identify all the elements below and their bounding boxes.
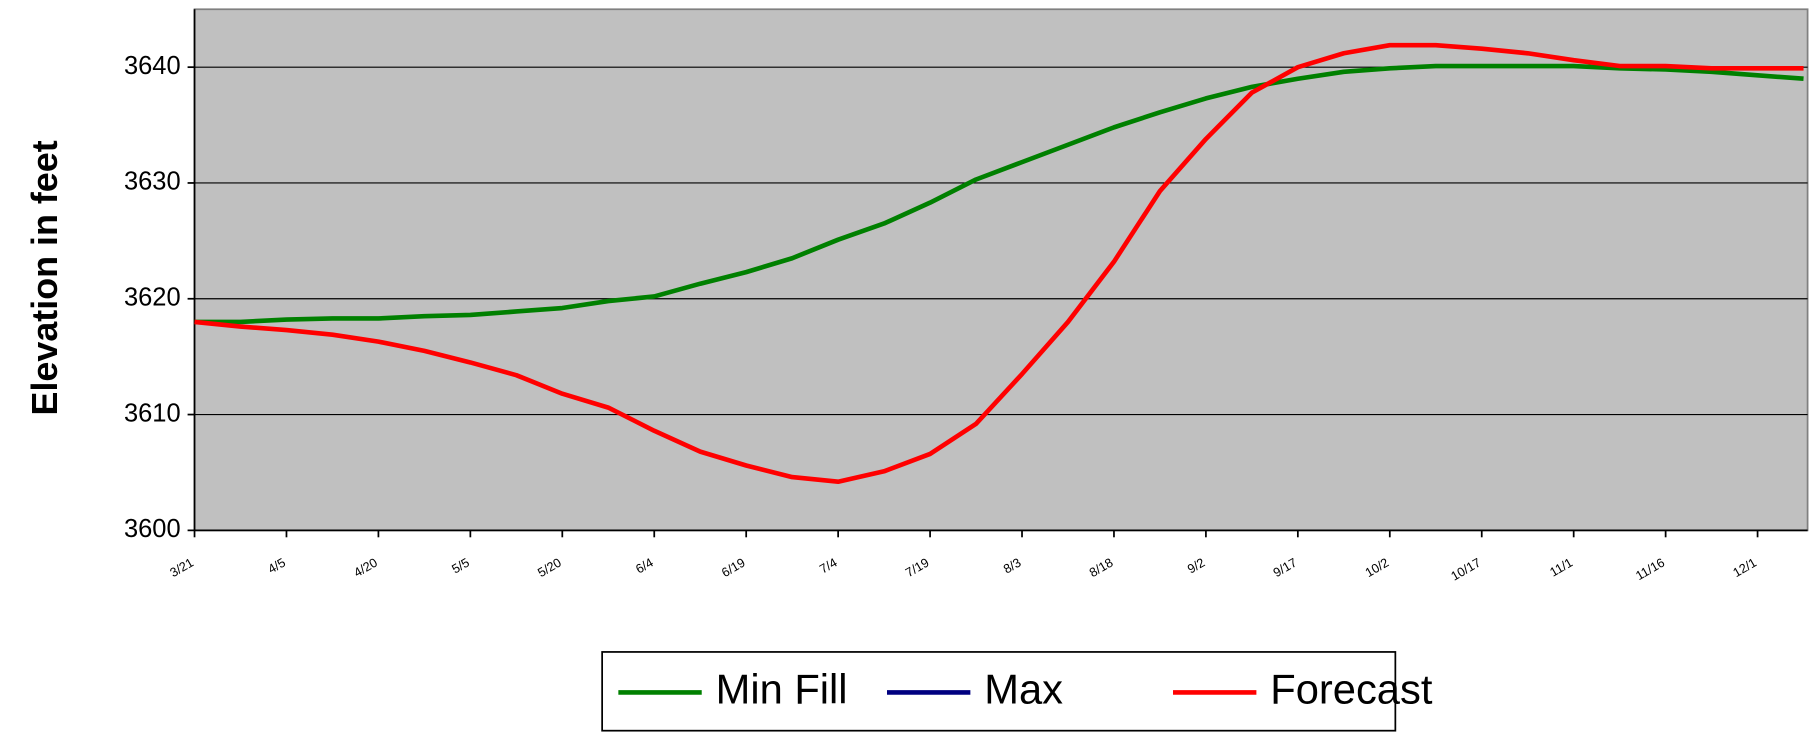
- x-tick-label: 8/18: [1087, 555, 1116, 580]
- x-tick-label: 4/20: [351, 555, 380, 580]
- x-tick-label: 12/1: [1730, 555, 1759, 580]
- x-tick-label: 8/3: [1001, 555, 1024, 577]
- x-tick-label: 10/17: [1448, 555, 1483, 584]
- x-tick-label: 6/19: [719, 555, 748, 580]
- x-tick-label: 10/2: [1362, 555, 1391, 580]
- y-tick-label: 3610: [124, 399, 181, 427]
- x-tick-label: 6/4: [633, 555, 656, 577]
- x-tick-label: 11/16: [1633, 555, 1667, 583]
- legend-label: Max: [984, 665, 1063, 712]
- x-tick-label: 5/5: [449, 555, 472, 577]
- x-tick-label: 11/1: [1547, 555, 1575, 580]
- series-line: [194, 42, 1804, 485]
- y-tick-label: 3620: [124, 283, 181, 311]
- x-tick-label: 9/2: [1185, 555, 1208, 577]
- series-line: [194, 63, 1804, 325]
- legend: [601, 651, 1397, 732]
- x-tick-label: 4/5: [265, 555, 288, 577]
- y-tick-label: 3630: [124, 168, 181, 196]
- y-tick-label: 3640: [124, 52, 181, 80]
- x-tick-label: 7/4: [817, 555, 840, 577]
- legend-label: Forecast: [1270, 665, 1433, 712]
- x-tick-label: 3/21: [167, 555, 196, 580]
- x-tick-label: 5/20: [535, 555, 564, 580]
- y-tick-label: 3600: [124, 515, 181, 543]
- x-tick-label: 9/17: [1270, 555, 1299, 580]
- x-tick-label: 7/19: [903, 555, 932, 580]
- y-axis-title: Elevation in feet: [25, 140, 65, 415]
- plot-area: [193, 8, 1809, 532]
- legend-label: Min Fill: [716, 665, 848, 712]
